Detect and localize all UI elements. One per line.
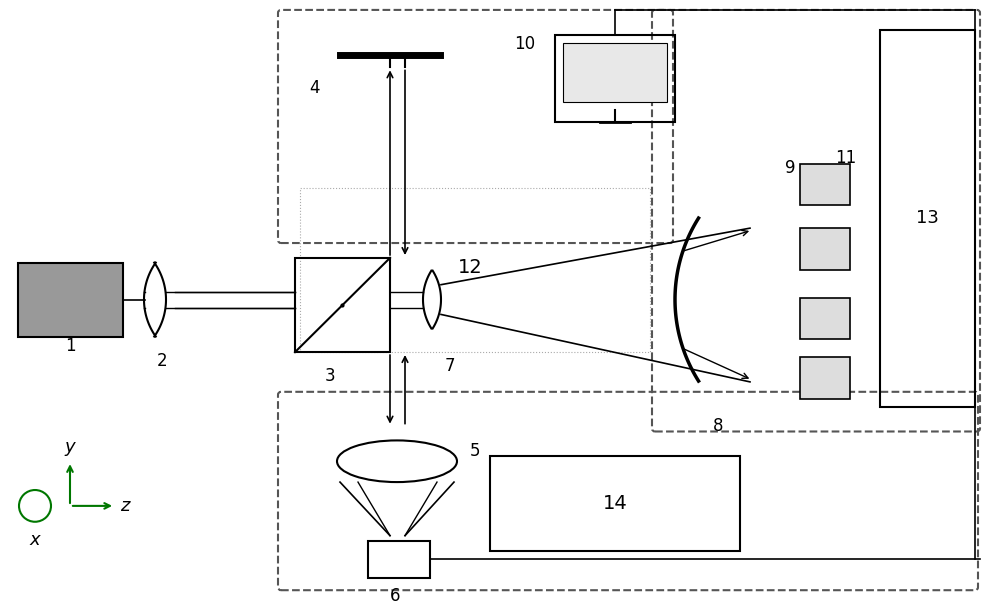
Text: 3: 3 (325, 367, 335, 385)
Text: 10: 10 (514, 35, 535, 53)
Text: x: x (30, 530, 40, 549)
Bar (368, 541, 430, 579)
Bar (555, 35, 675, 122)
Text: 4: 4 (310, 79, 320, 97)
Bar (800, 298, 850, 339)
Text: 9: 9 (785, 159, 795, 177)
Bar (880, 30, 975, 407)
Ellipse shape (337, 440, 457, 482)
Bar (300, 188, 650, 352)
Text: 13: 13 (916, 209, 938, 227)
Text: 7: 7 (445, 357, 455, 375)
Text: 11: 11 (835, 149, 856, 167)
Bar (295, 258, 390, 352)
Text: 6: 6 (390, 587, 400, 605)
Circle shape (19, 490, 51, 522)
Bar (800, 228, 850, 270)
Bar (800, 164, 850, 205)
Text: 12: 12 (458, 258, 482, 277)
Bar (18, 263, 123, 337)
Text: 2: 2 (157, 352, 167, 370)
Text: y: y (65, 438, 75, 456)
Text: 1: 1 (65, 337, 75, 355)
Text: 14: 14 (603, 495, 627, 513)
Text: 5: 5 (470, 442, 480, 460)
Bar (800, 357, 850, 399)
Text: z: z (120, 497, 130, 515)
Bar (490, 456, 740, 551)
Bar (563, 43, 667, 102)
Text: 8: 8 (713, 417, 723, 435)
